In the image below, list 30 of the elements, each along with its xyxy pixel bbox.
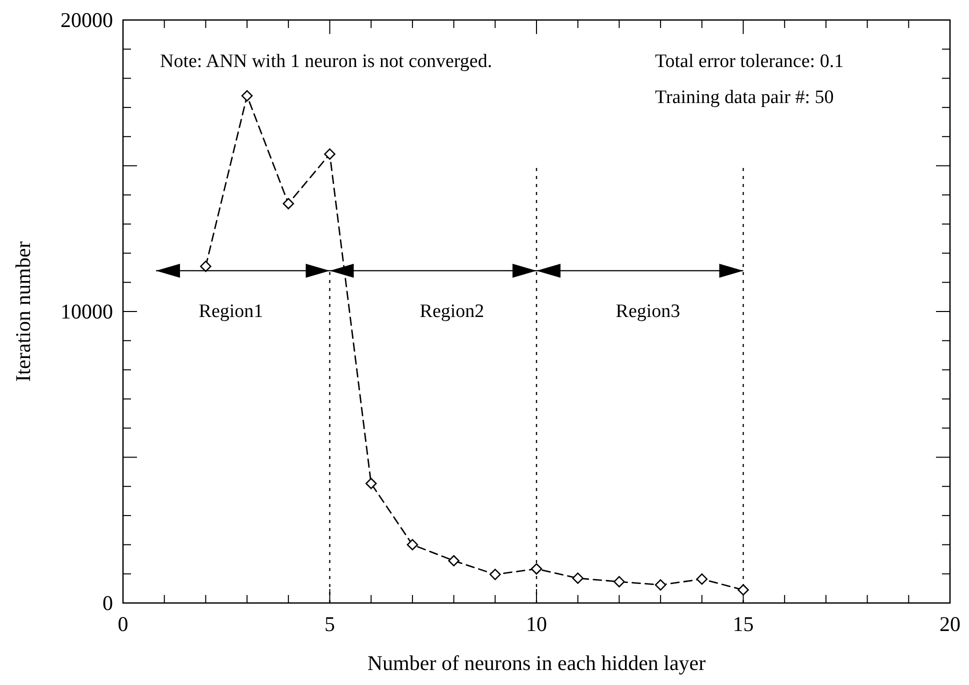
x-tick-label: 0 <box>118 612 128 636</box>
x-tick-label: 10 <box>526 612 547 636</box>
x-tick-label: 15 <box>732 612 754 636</box>
point <box>448 555 460 566</box>
point <box>200 260 212 272</box>
annotation: Region3 <box>616 301 680 322</box>
annotation: Training data pair #: 50 <box>655 87 834 108</box>
point <box>654 579 666 591</box>
x-axis-title: Number of neurons in each hidden layer <box>367 651 706 675</box>
annotation: Region1 <box>198 301 264 322</box>
annotation: Region2 <box>420 301 484 322</box>
y-axis-title: Iteration number <box>11 241 35 382</box>
annotation: Note: ANN with 1 neuron is not converged. <box>160 51 492 72</box>
y-tick-label: 0 <box>102 591 113 615</box>
x-tick-label: 5 <box>324 612 335 636</box>
point <box>241 90 253 102</box>
y-tick-label: 20000 <box>60 8 113 32</box>
point <box>490 568 501 580</box>
point <box>572 572 584 584</box>
x-tick-label: 20 <box>940 612 960 636</box>
point <box>530 563 542 575</box>
point <box>406 539 418 550</box>
point <box>696 573 708 585</box>
point <box>614 576 625 588</box>
point <box>324 148 336 160</box>
point <box>738 584 749 596</box>
point <box>365 478 377 490</box>
annotation: Total error tolerance: 0.1 <box>655 51 844 72</box>
point <box>282 198 294 210</box>
y-tick-label: 10000 <box>60 300 113 324</box>
